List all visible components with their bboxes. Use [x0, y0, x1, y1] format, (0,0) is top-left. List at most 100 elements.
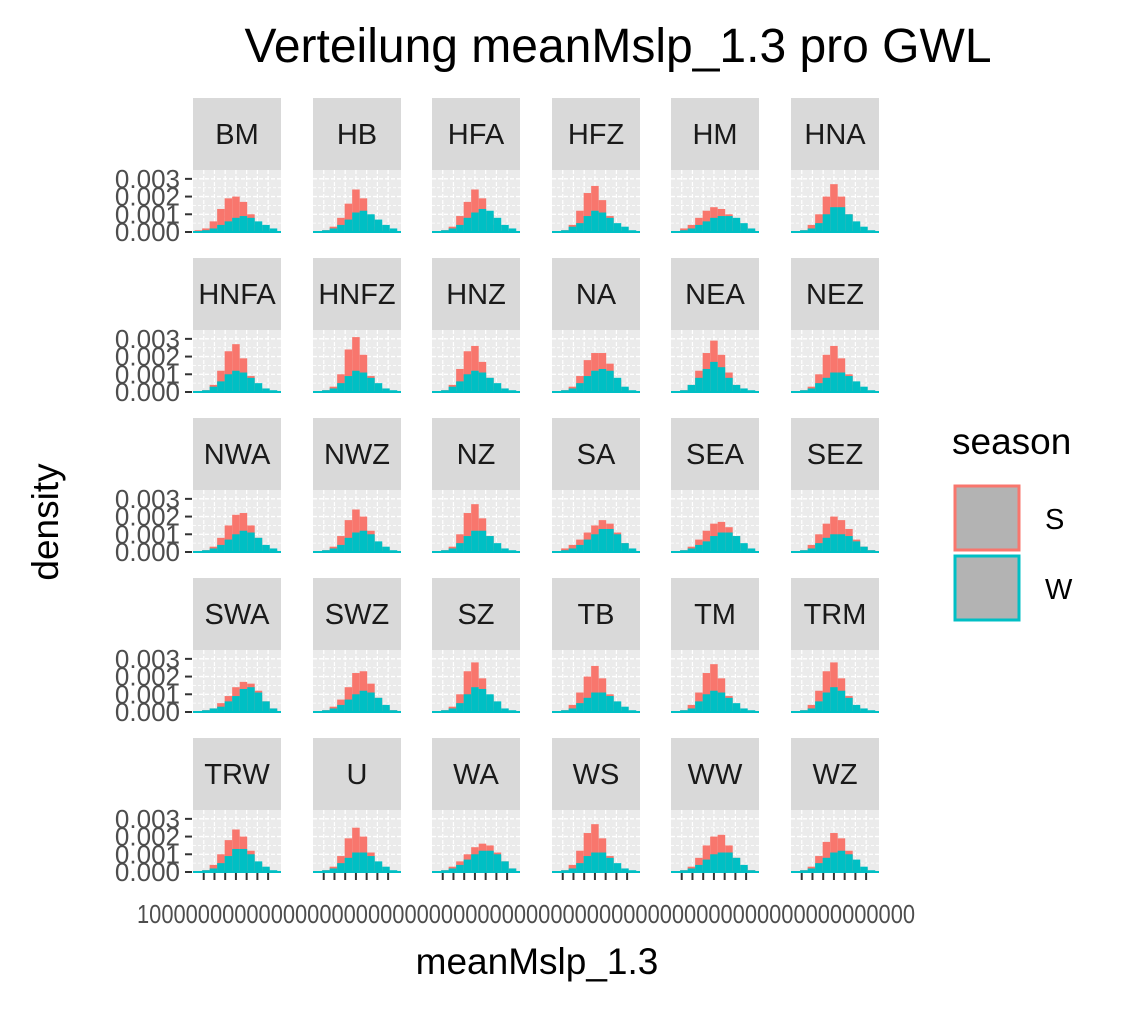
bar-w	[830, 372, 838, 392]
bar-w	[628, 548, 637, 552]
bar-w	[717, 692, 726, 712]
bar-w	[239, 216, 248, 232]
facet-strip	[552, 738, 640, 810]
bar-w	[217, 224, 225, 232]
bar-w	[262, 866, 270, 872]
bar-s	[822, 841, 831, 872]
bar-s	[344, 838, 353, 872]
bar-s	[463, 671, 472, 712]
bar-w	[598, 368, 607, 392]
bar-w	[239, 530, 248, 552]
bar-w	[232, 848, 240, 872]
bar-w	[591, 370, 599, 392]
bar-w	[747, 228, 756, 232]
bar-w	[337, 544, 345, 552]
bar-w	[367, 214, 375, 232]
facet-hm: HM	[671, 98, 759, 233]
bar-w	[695, 224, 703, 232]
bar-w	[337, 224, 345, 232]
y-tick-label: 0.003	[115, 644, 180, 674]
bar-w	[359, 372, 368, 392]
bar-w	[576, 703, 584, 712]
bar-w	[598, 692, 607, 712]
facet-strip	[193, 578, 281, 650]
bar-w	[740, 708, 748, 712]
bar-w	[471, 687, 479, 712]
bar-w	[501, 224, 509, 232]
bar-w	[845, 214, 853, 232]
bar-w	[695, 377, 703, 392]
bar-w	[687, 548, 696, 552]
facet-strip-label: TRW	[204, 759, 270, 791]
bar-w	[478, 208, 487, 232]
bar-s	[463, 351, 472, 392]
facet-strip	[671, 578, 759, 650]
bar-w	[239, 848, 248, 872]
bar-w	[815, 701, 823, 712]
bar-w	[621, 226, 629, 232]
bar-w	[687, 868, 696, 872]
facet-nz: NZ	[432, 418, 520, 553]
bar-w	[374, 219, 383, 232]
facet-strip-label: WS	[573, 759, 620, 791]
bar-w	[352, 370, 360, 392]
bar-w	[717, 367, 726, 392]
facet-strip	[432, 258, 520, 330]
bar-w	[747, 548, 756, 552]
bar-w	[732, 217, 741, 232]
bar-w	[224, 856, 233, 872]
bar-w	[621, 868, 629, 872]
facet-strip-label: NEZ	[806, 279, 864, 311]
bar-w	[591, 534, 599, 552]
bar-s	[583, 676, 592, 712]
facet-strip	[193, 98, 281, 170]
bar-s	[456, 368, 464, 392]
bar-w	[493, 701, 502, 712]
bar-w	[486, 694, 494, 712]
bar-w	[344, 537, 353, 552]
facet-wz: WZ	[791, 738, 879, 880]
bar-w	[382, 224, 390, 232]
bar-w	[493, 383, 502, 392]
facet-u: U	[313, 738, 401, 880]
bar-w	[448, 386, 457, 392]
bar-w	[837, 690, 846, 712]
y-tick-label: 0.000	[115, 377, 180, 407]
bar-w	[456, 703, 464, 712]
bar-w	[725, 377, 733, 392]
bar-w	[501, 388, 509, 392]
facet-hfz: HFZ	[552, 98, 640, 233]
bar-s	[576, 850, 584, 872]
bar-s	[456, 534, 464, 552]
bar-w	[732, 857, 741, 872]
bar-w	[576, 383, 584, 392]
bar-w	[329, 388, 338, 392]
bar-s	[224, 198, 233, 232]
facet-strip	[432, 418, 520, 490]
bar-s	[695, 217, 703, 232]
facet-strip-label: HNFZ	[318, 279, 395, 311]
facet-strip-label: NZ	[457, 439, 496, 471]
bar-w	[209, 868, 218, 872]
facet-strip-label: HNFA	[198, 279, 276, 311]
bar-w	[463, 217, 472, 232]
bar-w	[508, 228, 517, 232]
bar-w	[807, 388, 816, 392]
bar-w	[359, 852, 368, 872]
bar-w	[247, 532, 255, 552]
bar-s	[471, 504, 479, 552]
bar-w	[740, 543, 748, 552]
x-tick-label: 1000000000000000000000000000000000000000…	[137, 899, 915, 929]
bar-w	[389, 228, 398, 232]
bar-w	[717, 216, 726, 232]
bar-w	[710, 361, 718, 392]
y-tick-label: 0.002	[115, 662, 180, 692]
bar-s	[815, 534, 823, 552]
bar-w	[456, 543, 464, 552]
bar-w	[807, 228, 816, 232]
facet-strip-label: HB	[337, 119, 377, 151]
bar-w	[374, 541, 383, 552]
bar-w	[860, 546, 868, 552]
